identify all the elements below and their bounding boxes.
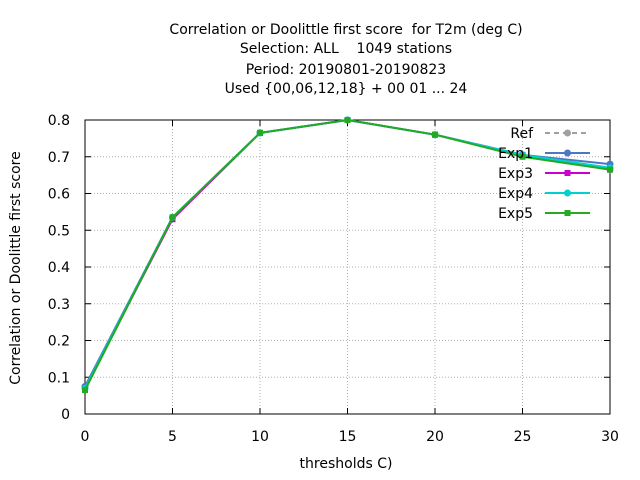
data-point	[82, 387, 88, 394]
data-point	[607, 166, 613, 173]
legend-swatch-marker-exp5	[564, 210, 571, 216]
y-tick-label: 0.8	[48, 113, 70, 129]
y-tick-label: 0.5	[48, 223, 70, 239]
legend-label-exp5: Exp5	[498, 206, 533, 222]
legend-swatch-marker-ref	[564, 129, 571, 137]
legend-item-exp1: Exp1	[498, 146, 590, 162]
y-tick-label: 0.7	[48, 150, 70, 166]
series-exp5	[82, 117, 613, 394]
legend-label-ref: Ref	[510, 126, 534, 142]
legend-item-exp5: Exp5	[498, 206, 590, 222]
y-axis-label: Correlation or Doolittle first score	[8, 151, 24, 385]
chart-title-line-3: Period: 20190801-20190823	[245, 62, 447, 78]
data-point	[344, 117, 351, 123]
grid	[85, 120, 610, 414]
legend-swatch-marker-exp1	[564, 149, 571, 157]
legend: Ref Exp1 Exp3 Exp4 Exp5	[498, 126, 590, 222]
data-point	[432, 131, 438, 138]
x-axis-label: thresholds C)	[299, 456, 393, 472]
y-tick-label: 0.6	[48, 187, 70, 203]
legend-label-exp1: Exp1	[498, 146, 533, 162]
x-tick-label: 10	[251, 429, 269, 445]
y-tick-label: 0.2	[48, 334, 70, 350]
x-tick-label: 15	[339, 429, 357, 445]
data-point	[519, 153, 526, 160]
series-layer	[81, 116, 614, 394]
x-tick-label: 5	[168, 429, 177, 445]
chart-title-line-2: Selection: ALL 1049 stations	[239, 41, 453, 57]
legend-label-exp4: Exp4	[498, 186, 533, 202]
x-tick-label: 25	[514, 429, 532, 445]
legend-item-exp4: Exp4	[498, 186, 590, 202]
y-tick-label: 0.3	[48, 297, 70, 313]
legend-label-exp3: Exp3	[498, 166, 533, 182]
y-tick-label: 0.1	[48, 370, 70, 386]
chart-title-line-4: Used {00,06,12,18} + 00 01 ... 24	[224, 81, 468, 97]
x-tick-label: 20	[426, 429, 444, 445]
chart-title-line-1: Correlation or Doolittle first score for…	[169, 22, 523, 38]
data-point	[169, 214, 176, 221]
data-point	[257, 129, 263, 136]
legend-swatch-marker-exp3	[564, 170, 571, 176]
axes: 0 0.1 0.2 0.3 0.4 0.5 0.6 0.7 0.8 0 5 10 15 20 25 30	[48, 113, 619, 445]
x-tick-label: 30	[601, 429, 619, 445]
legend-item-exp3: Exp3	[498, 166, 590, 182]
y-tick-label: 0	[61, 407, 70, 423]
x-tick-label: 0	[81, 429, 90, 445]
legend-item-ref: Ref	[510, 126, 590, 142]
y-tick-label: 0.4	[48, 260, 70, 276]
legend-swatch-marker-exp4	[564, 189, 571, 197]
